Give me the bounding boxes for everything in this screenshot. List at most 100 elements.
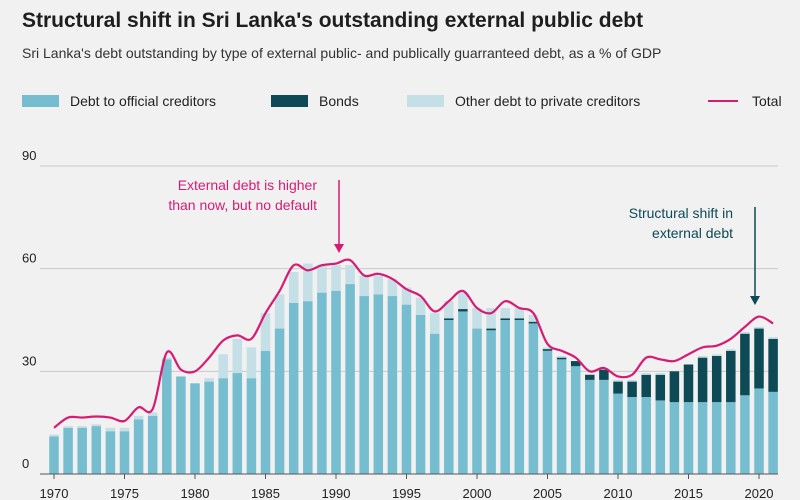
bar-other_private	[429, 313, 440, 334]
bar-official	[599, 379, 609, 474]
annotation-debt-text: than now, but no default	[168, 197, 317, 213]
bar-bonds	[444, 318, 454, 320]
bar-bonds	[740, 333, 750, 396]
bar-official	[345, 284, 355, 474]
bar-bonds	[754, 328, 764, 389]
bar-other_private	[260, 313, 271, 351]
x-tick-label: 2010	[604, 486, 633, 500]
legend-label-bonds: Bonds	[319, 93, 359, 109]
legend-item-bonds: Bonds	[271, 91, 359, 111]
bar-bonds	[669, 371, 680, 403]
bar-other_private	[401, 287, 412, 305]
bar-other_private	[641, 373, 651, 375]
bar-other_private	[63, 426, 73, 428]
legend-item-official: Debt to official creditors	[22, 91, 216, 111]
bar-official	[105, 431, 116, 474]
legend-label-official: Debt to official creditors	[70, 93, 217, 109]
bar-other_private	[697, 355, 708, 358]
bar-other_private	[317, 265, 327, 293]
bar-official	[119, 431, 130, 474]
bar-official	[190, 383, 200, 474]
bar-other_private	[613, 379, 623, 382]
bar-official	[317, 292, 327, 474]
bar-other_private	[711, 354, 722, 356]
bar-other_private	[387, 278, 398, 297]
bar-other_private	[655, 373, 666, 375]
bar-official	[429, 333, 440, 474]
bar-official	[415, 314, 426, 474]
bar-official	[613, 393, 623, 474]
bar-official	[711, 402, 722, 474]
bar-bonds	[486, 328, 496, 331]
bar-official	[500, 320, 510, 474]
legend-swatch-bonds	[271, 95, 308, 107]
bar-other_private	[359, 275, 369, 297]
bar-other_private	[627, 379, 637, 382]
bar-official	[655, 400, 666, 474]
x-tick-label: 1995	[392, 486, 421, 500]
total-line-layer	[53, 258, 774, 429]
bar-other_private	[303, 263, 313, 302]
legend-swatch-official	[22, 95, 59, 107]
bar-other_private	[133, 415, 144, 420]
bar-official	[528, 323, 539, 474]
bar-bonds	[500, 318, 510, 320]
bar-official	[542, 350, 553, 474]
bars-layer	[49, 263, 778, 474]
annotation-layer: External debt is higher than now, but no …	[168, 177, 760, 305]
x-tick-label: 2015	[674, 486, 703, 500]
bar-other_private	[740, 331, 750, 334]
bar-bonds	[697, 357, 708, 403]
bar-bonds	[768, 338, 778, 392]
bar-other_private	[486, 308, 496, 329]
bar-other_private	[768, 337, 778, 339]
bar-bonds	[556, 357, 567, 360]
bar-other_private	[458, 291, 468, 310]
bar-official	[218, 378, 228, 474]
bar-other_private	[500, 308, 510, 319]
bar-other_private	[556, 355, 567, 358]
bar-other_private	[274, 294, 285, 329]
bar-official	[246, 378, 257, 474]
total-line	[53, 258, 774, 429]
y-tick-label: 90	[22, 148, 36, 163]
y-tick-label: 30	[22, 353, 36, 368]
legend-label-total: Total	[752, 93, 782, 109]
annotation-debt-arrow-head	[334, 244, 344, 253]
y-tick-label: 0	[22, 456, 29, 471]
bar-official	[303, 301, 313, 474]
bar-official	[458, 311, 468, 474]
bar-other_private	[77, 426, 87, 428]
bar-bonds	[726, 350, 736, 403]
bar-official	[77, 427, 87, 474]
bar-official	[49, 436, 59, 474]
axis-layer: 0 30 60 90 1970 1975 1980 1985 1990 1995 2000 2005 2…	[22, 148, 778, 500]
bar-official	[133, 419, 144, 474]
bar-other_private	[415, 297, 426, 315]
bar-other_private	[373, 275, 384, 295]
bar-bonds	[599, 369, 609, 380]
bar-bonds	[585, 374, 595, 380]
bar-other_private	[105, 427, 116, 432]
bar-official	[162, 359, 172, 474]
bar-other_private	[472, 308, 482, 329]
bar-official	[514, 320, 525, 474]
x-tick-label: 1985	[251, 486, 280, 500]
bar-official	[387, 296, 398, 474]
bar-official	[63, 427, 73, 474]
bar-official	[331, 290, 341, 474]
bar-official	[147, 415, 158, 474]
x-tick-label: 1990	[322, 486, 351, 500]
legend-label-other-private: Other debt to private creditors	[455, 93, 641, 109]
x-tick-label: 2000	[463, 486, 492, 500]
bar-official	[740, 395, 750, 474]
bar-official	[232, 373, 243, 474]
bar-bonds	[683, 364, 694, 403]
bar-other_private	[162, 357, 172, 360]
legend: Debt to official creditors Bonds Other d…	[22, 91, 792, 111]
legend-swatch-other-private	[407, 95, 444, 107]
bar-other_private	[345, 265, 355, 285]
bar-official	[204, 381, 214, 474]
x-tick-label: 2020	[745, 486, 774, 500]
